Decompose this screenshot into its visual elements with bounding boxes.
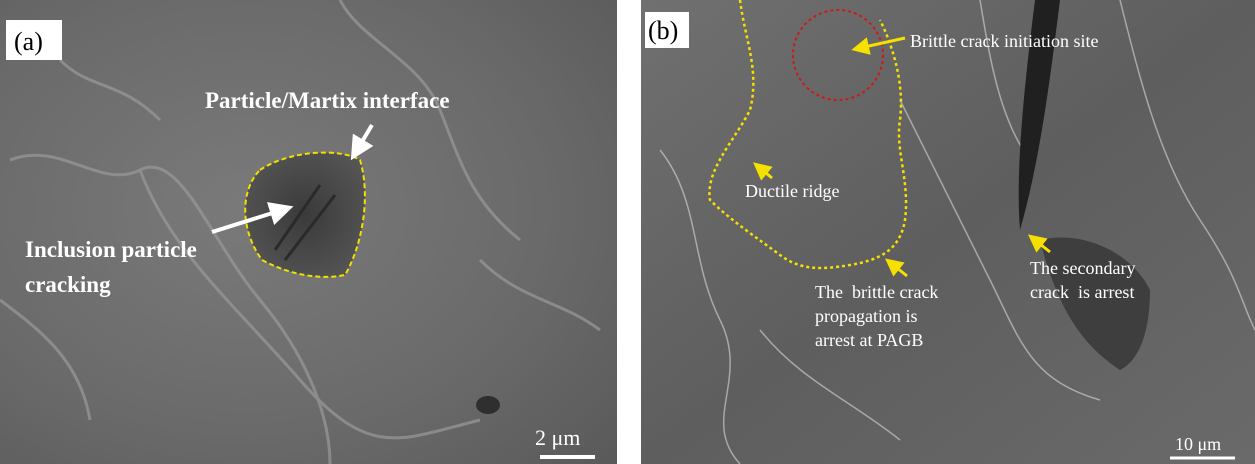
figure: (a) Particle/Martix interface Inclusion …: [0, 0, 1255, 464]
annotation: The secondary: [1030, 258, 1135, 278]
pore: [476, 396, 500, 414]
scale-bar-label: 2 μm: [535, 425, 580, 450]
annotation: arrest at PAGB: [815, 330, 923, 350]
annotation: cracking: [25, 272, 111, 297]
micrograph: [641, 0, 1255, 464]
annotation: Ductile ridge: [745, 181, 839, 201]
annotation: propagation is: [815, 306, 917, 326]
panel-label: (a): [14, 27, 43, 56]
annotation: crack is arrest: [1030, 282, 1134, 302]
annotation: Inclusion particle: [25, 237, 197, 262]
panel-a: (a) Particle/Martix interface Inclusion …: [0, 0, 617, 464]
annotation: Particle/Martix interface: [205, 88, 450, 113]
scale-bar-label: 10 μm: [1175, 434, 1221, 454]
panel-b: (b) Brittle crack initiation site Ductil…: [641, 0, 1255, 464]
annotation: The brittle crack: [815, 282, 938, 302]
annotation: Brittle crack initiation site: [910, 31, 1098, 51]
panel-label: (b): [648, 16, 678, 45]
